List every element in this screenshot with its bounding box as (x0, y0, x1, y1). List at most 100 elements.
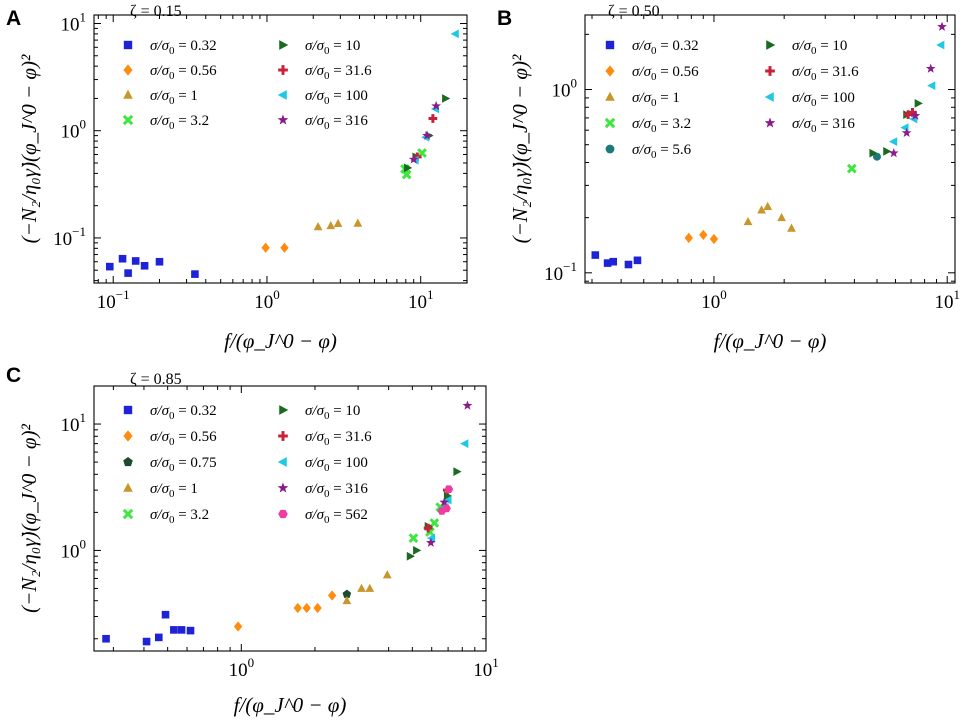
legend-value: = 1 (656, 90, 679, 106)
data-point (846, 163, 857, 174)
series-1 (313, 218, 363, 231)
legend-value: = 3.2 (174, 507, 209, 523)
legend-marker (277, 90, 287, 100)
legend-sigma: σ/σ (150, 38, 170, 54)
data-point (757, 205, 766, 214)
legend-sub: 0 (324, 410, 330, 422)
legend-marker (605, 65, 615, 77)
x-tick-label-exp: 1 (953, 287, 960, 302)
y-tick-label-exp: 0 (80, 117, 87, 132)
legend-item: σ/σ0 = 10 (279, 403, 360, 422)
data-point (443, 495, 452, 505)
legend-sigma: σ/σ (150, 507, 170, 523)
legend-value: = 316 (329, 113, 368, 129)
legend-sigma: σ/σ (305, 113, 325, 129)
legend-item: σ/σ0 = 3.2 (604, 116, 691, 135)
data-point (293, 602, 302, 614)
data-point (186, 626, 195, 635)
x-tick-label-base: 10 (97, 292, 116, 313)
legend-sub: 0 (651, 97, 657, 109)
data-point (869, 148, 878, 158)
legend-marker (277, 457, 287, 467)
legend-sub: 0 (651, 149, 657, 161)
x-tick-label-exp: 1 (492, 655, 499, 670)
legend-item: σ/σ0 = 31.6 (278, 63, 372, 82)
data-point (743, 216, 753, 226)
y-tick-label: 100 (61, 117, 87, 143)
data-point (365, 583, 375, 592)
data-point (357, 583, 366, 592)
data-point (102, 634, 110, 643)
panel-b: B (497, 7, 512, 30)
data-point (426, 533, 436, 543)
x-tick-label-base: 10 (254, 292, 273, 313)
data-point (633, 256, 642, 265)
legend-sigma: σ/σ (792, 90, 812, 106)
series-0.32 (591, 251, 642, 269)
series-0.56 (233, 590, 337, 632)
y-axis-label: (−N₂/η₀γ̇)(φ_J^0 − φ)² (17, 423, 41, 612)
data-point (450, 29, 459, 39)
panel-c: C (6, 364, 21, 387)
data-point (177, 626, 186, 634)
y-tick-label-exp: −1 (72, 224, 86, 239)
legend-sub: 0 (169, 514, 175, 526)
legend-sigma: σ/σ (150, 63, 170, 79)
x-tick-label-base: 10 (934, 292, 953, 313)
y-tick-label-base: 10 (61, 122, 80, 143)
legend-marker (123, 89, 133, 99)
legend-marker (605, 144, 615, 154)
legend-marker (278, 431, 288, 441)
legend-value: = 316 (329, 481, 368, 497)
legend-marker (765, 66, 775, 76)
series-316 (408, 100, 442, 164)
legend-item: σ/σ0 = 1 (123, 88, 198, 107)
legend-sub: 0 (324, 514, 330, 526)
x-axis-label: f/(φ_J^0 − φ) (224, 329, 337, 353)
legend-sigma: σ/σ (305, 481, 325, 497)
data-point (439, 497, 450, 507)
data-point (413, 546, 422, 555)
y-axis-label: (−N₂/η₀γ̇)(φ_J^0 − φ)² (17, 54, 41, 243)
legend-value: = 0.75 (174, 455, 216, 471)
legend-item: σ/σ0 = 316 (277, 481, 368, 500)
legend-label: σ/σ0 = 0.56 (150, 63, 217, 82)
legend-sub: 0 (169, 462, 175, 474)
legend-item: σ/σ0 = 562 (278, 507, 368, 526)
data-point (342, 595, 352, 605)
legend-value: = 31.6 (816, 64, 859, 80)
legend-item: σ/σ0 = 100 (277, 88, 368, 107)
legend-marker (279, 40, 289, 50)
legend-label: σ/σ0 = 0.32 (150, 403, 217, 422)
series-100 (889, 40, 945, 146)
legend-sigma: σ/σ (150, 481, 170, 497)
legend-value: = 100 (816, 90, 854, 106)
data-point (154, 633, 163, 642)
legend-sub: 0 (324, 436, 330, 448)
legend-label: σ/σ0 = 10 (792, 38, 847, 57)
series-10 (869, 99, 923, 158)
legend-value: = 5.6 (656, 142, 691, 158)
legend-value: = 1 (174, 481, 197, 497)
data-point (302, 602, 311, 614)
legend-sub: 0 (324, 95, 330, 107)
y-tick-label: 100 (61, 536, 87, 562)
data-point (161, 610, 170, 619)
legend-sub: 0 (324, 45, 330, 57)
legend-marker (123, 430, 133, 442)
legend-marker (605, 40, 615, 50)
legend-value: = 0.56 (174, 429, 217, 445)
x-tick-label: 101 (408, 287, 434, 313)
series-0.56 (261, 242, 289, 253)
legend-sigma: σ/σ (305, 507, 325, 523)
y-tick-label-exp: 1 (80, 9, 87, 24)
legend-marker (604, 117, 616, 129)
series-316 (888, 21, 947, 158)
panel-letter-a: A (6, 7, 21, 30)
legend-sigma: σ/σ (305, 455, 325, 471)
plot-frame (93, 14, 468, 284)
legend-marker (766, 40, 776, 50)
